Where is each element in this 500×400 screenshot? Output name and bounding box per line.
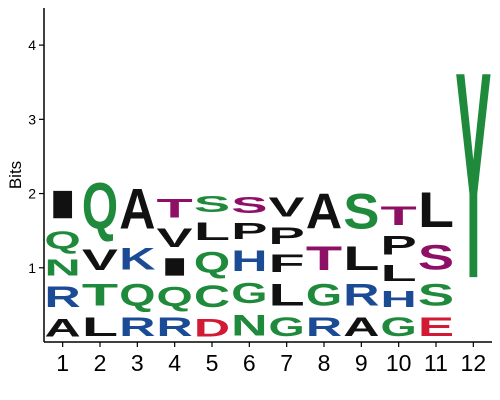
- y-ticks: 1 2 3 4: [28, 37, 44, 276]
- logo-letter: Q: [157, 282, 193, 313]
- logo-letter: I: [45, 183, 81, 227]
- logo-letter: A: [119, 177, 155, 241]
- logo-letter: S: [231, 192, 267, 218]
- y-tick-label: 4: [28, 37, 36, 53]
- axes: Bits: [6, 8, 492, 343]
- x-tick-label: 5: [206, 350, 219, 376]
- logo-letter: N: [231, 309, 267, 342]
- logo-letter: S: [194, 191, 230, 217]
- logo-letter: H: [381, 287, 417, 313]
- logo-letter: V: [157, 223, 194, 253]
- x-tick-label: 6: [243, 350, 256, 376]
- logo-letter: Q: [194, 246, 230, 279]
- x-tick-label: 9: [355, 350, 368, 376]
- x-tick-label: 8: [318, 350, 331, 376]
- logo-letter: A: [343, 313, 379, 342]
- logo-letter: R: [45, 280, 81, 313]
- logo-letter: L: [343, 240, 379, 278]
- logo-letter: L: [269, 278, 305, 313]
- logo-letter: L: [381, 260, 417, 286]
- logo-letter: I: [157, 253, 193, 281]
- logo-letter: P: [269, 222, 305, 249]
- logo-letter: K: [119, 241, 155, 277]
- logo-letter: S: [418, 278, 454, 312]
- logo-letter: H: [231, 244, 267, 277]
- logo-letter: Y: [455, 10, 491, 340]
- logo-letter: C: [194, 279, 230, 314]
- logo-letter: L: [82, 312, 118, 342]
- logo-letter: G: [269, 313, 305, 342]
- logo-letter: F: [269, 249, 305, 277]
- logo-letter: R: [157, 313, 193, 342]
- logo-letter: N: [45, 255, 81, 281]
- y-axis-label: Bits: [6, 161, 25, 189]
- x-tick-label: 3: [131, 350, 144, 376]
- logo-letter: Q: [82, 170, 118, 244]
- logo-letter: T: [157, 193, 193, 223]
- letter-stack: Y: [455, 10, 491, 340]
- logo-letter: T: [82, 277, 118, 312]
- logo-letter: L: [418, 182, 454, 238]
- letter-stacks: ARNQILTVQRQKARQIVTDCQLSNGHPSGLFPVRGTAARL…: [45, 10, 492, 342]
- logo-letter: G: [306, 278, 342, 313]
- logo-letter: T: [306, 240, 342, 278]
- logo-letter: S: [343, 185, 379, 240]
- x-tick-label: 12: [461, 350, 487, 376]
- logo-letter: S: [418, 238, 454, 277]
- y-tick-label: 2: [28, 186, 36, 202]
- logo-letter: A: [306, 184, 342, 240]
- logo-letter: P: [381, 231, 417, 261]
- logo-letter: V: [82, 243, 118, 276]
- x-tick-label: 1: [56, 350, 69, 376]
- logo-letter: V: [269, 192, 305, 223]
- logo-letter: L: [194, 217, 230, 245]
- x-tick-label: 11: [424, 350, 448, 376]
- logo-letter: Q: [45, 227, 81, 255]
- logo-letter: G: [381, 313, 417, 342]
- logo-letter: E: [418, 313, 454, 343]
- y-tick-label: 3: [28, 111, 36, 127]
- x-tick-label: 7: [280, 350, 293, 376]
- logo-letter: R: [343, 277, 379, 312]
- y-tick-label: 1: [28, 260, 36, 276]
- x-tick-label: 2: [94, 350, 107, 376]
- logo-letter: Q: [119, 277, 155, 312]
- x-tick-label: 10: [386, 350, 412, 376]
- logo-letter: T: [381, 201, 417, 231]
- logo-letter: R: [119, 313, 155, 342]
- logo-letter: D: [194, 314, 230, 342]
- logo-letter: P: [231, 218, 267, 244]
- x-tick-label: 4: [168, 350, 181, 376]
- x-ticks: 1 2 3 4 5 6 7 8 9 10 11 12: [56, 342, 486, 376]
- logo-letter: G: [231, 278, 267, 310]
- logo-letter: A: [45, 314, 81, 342]
- logo-letter: R: [306, 313, 342, 342]
